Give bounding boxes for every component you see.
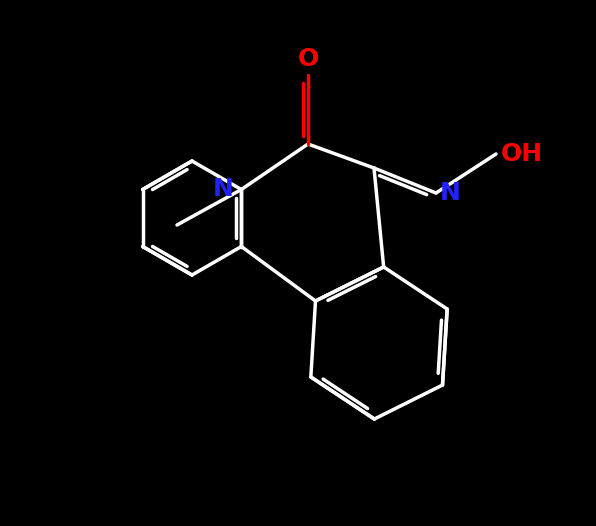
Text: O: O [297,47,319,71]
Text: OH: OH [501,142,543,166]
Text: N: N [213,177,234,201]
Text: N: N [440,181,461,205]
